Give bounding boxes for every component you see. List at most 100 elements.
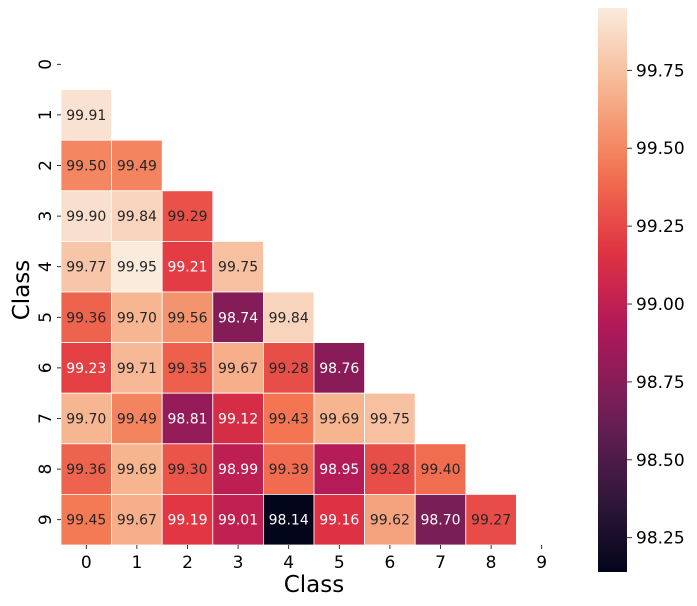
heatmap-cell-3-2 [161, 190, 214, 242]
x-tick-label-7: 7 [435, 553, 446, 573]
cell-label-8-1: 99.69 [117, 462, 157, 478]
x-axis-title: Class [284, 572, 345, 598]
heatmap-cells: 99.91 99.50 99.49 99.90 99.84 99.29 99.77 99.95… [60, 89, 517, 546]
colorbar-tick-label-4: 99.25 [636, 217, 685, 237]
x-tick-label-3: 3 [233, 553, 244, 573]
cell-label-9-5: 99.16 [319, 513, 359, 529]
heatmap-cell-7-6 [364, 392, 416, 445]
x-tick-label-4: 4 [283, 553, 294, 573]
cell-label-4-0: 99.77 [66, 260, 106, 276]
cell-label-7-3: 99.12 [218, 412, 258, 428]
heatmap-cell-9-5 [313, 493, 365, 546]
heatmap-cell-9-3 [212, 493, 264, 546]
heatmap-cell-6-5 [313, 342, 365, 394]
colorbar-tick-label-0: 98.25 [636, 529, 685, 549]
heatmap-cell-5-3 [212, 291, 264, 343]
cell-label-2-1: 99.49 [117, 159, 157, 175]
cell-label-6-1: 99.71 [117, 361, 157, 377]
x-tick-label-0: 0 [81, 553, 92, 573]
cell-label-9-0: 99.45 [66, 513, 106, 529]
x-tick-label-1: 1 [131, 553, 142, 573]
cell-label-9-6: 99.62 [370, 513, 410, 529]
cell-label-4-3: 99.75 [218, 260, 258, 276]
cell-label-6-2: 99.35 [167, 361, 207, 377]
cell-label-7-0: 99.70 [66, 412, 106, 428]
cell-label-3-0: 99.90 [66, 209, 106, 225]
x-tick-label-2: 2 [182, 553, 193, 573]
cell-label-3-1: 99.84 [117, 209, 157, 225]
cell-label-5-0: 99.36 [66, 310, 106, 326]
cell-label-3-2: 99.29 [167, 209, 207, 225]
heatmap-cell-9-8 [465, 493, 517, 546]
y-tick-label-8: 8 [36, 464, 56, 475]
cell-label-7-1: 99.49 [117, 412, 157, 428]
heatmap-cell-4-1 [111, 240, 163, 293]
y-tick-label-9: 9 [36, 514, 56, 525]
cell-label-5-3: 98.74 [218, 310, 258, 326]
x-tick-label-5: 5 [334, 553, 345, 573]
heatmap-cell-6-1 [111, 342, 163, 394]
heatmap-cell-7-5 [313, 392, 365, 445]
heatmap-cell-2-0 [60, 139, 112, 192]
colorbar-tick-label-2: 98.75 [636, 373, 685, 393]
cell-label-8-7: 99.40 [420, 462, 460, 478]
x-axis-ticks: 0 1 2 3 4 5 6 7 8 9 [81, 545, 547, 573]
colorbar-tick-label-6: 99.75 [636, 61, 685, 81]
cell-label-5-1: 99.70 [117, 310, 157, 326]
cell-label-2-0: 99.50 [66, 159, 106, 175]
heatmap-cell-4-3 [212, 240, 264, 293]
cell-label-9-1: 99.67 [117, 513, 157, 529]
cell-label-1-0: 99.91 [66, 108, 106, 124]
colorbar [598, 8, 627, 572]
heatmap-cell-9-1 [111, 493, 163, 546]
x-tick-label-8: 8 [486, 553, 497, 573]
cell-label-9-3: 99.01 [218, 513, 258, 529]
cell-label-6-0: 99.23 [66, 361, 106, 377]
cell-label-7-2: 98.81 [167, 412, 207, 428]
cell-label-9-7: 98.70 [420, 513, 460, 529]
y-tick-label-7: 7 [36, 413, 56, 424]
y-tick-label-0: 0 [36, 59, 56, 70]
cell-label-8-5: 98.95 [319, 462, 359, 478]
y-axis-ticks: 0 1 2 3 4 5 6 7 8 9 [36, 59, 61, 525]
cell-label-8-0: 99.36 [66, 462, 106, 478]
heatmap-cell-3-0 [60, 190, 112, 242]
cell-label-4-1: 99.95 [117, 260, 157, 276]
cell-label-8-3: 98.99 [218, 462, 258, 478]
colorbar-tick-label-3: 99.00 [636, 295, 685, 315]
colorbar-ticks: 98.25 98.50 98.75 99.00 99.25 99.50 99.75 [627, 61, 685, 549]
heatmap-cell-2-1 [111, 139, 163, 192]
cell-label-6-5: 98.76 [319, 361, 359, 377]
cell-label-5-4: 99.84 [269, 310, 309, 326]
heatmap-cell-9-6 [364, 493, 416, 546]
cell-label-8-6: 99.28 [370, 462, 410, 478]
y-tick-label-2: 2 [36, 160, 56, 171]
heatmap-cell-8-2 [161, 443, 214, 495]
y-tick-label-3: 3 [36, 211, 56, 222]
heatmap-cell-5-1 [111, 291, 163, 343]
y-tick-label-5: 5 [36, 312, 56, 323]
cell-label-9-2: 99.19 [167, 513, 207, 529]
heatmap-cell-6-3 [212, 342, 264, 394]
colorbar-tick-label-1: 98.50 [636, 451, 685, 471]
cell-label-7-5: 99.69 [319, 412, 359, 428]
heatmap-cell-7-1 [111, 392, 163, 445]
heatmap-cell-7-0 [60, 392, 112, 445]
heatmap-cell-6-2 [161, 342, 214, 394]
cell-label-6-4: 99.28 [269, 361, 309, 377]
cell-label-9-4: 98.14 [269, 513, 309, 529]
cell-label-7-6: 99.75 [370, 412, 410, 428]
y-tick-label-1: 1 [36, 109, 56, 120]
heatmap-cell-7-3 [212, 392, 264, 445]
cell-label-8-2: 99.30 [167, 462, 207, 478]
y-tick-label-6: 6 [36, 362, 56, 373]
y-tick-label-4: 4 [36, 261, 56, 272]
heatmap-cell-9-0 [60, 493, 112, 546]
heatmap-cell-8-0 [60, 443, 112, 495]
cell-label-5-2: 99.56 [167, 310, 207, 326]
cell-label-9-8: 99.27 [471, 513, 511, 529]
x-tick-label-6: 6 [384, 553, 395, 573]
heatmap-cell-8-7 [414, 443, 467, 495]
cell-label-6-3: 99.67 [218, 361, 258, 377]
